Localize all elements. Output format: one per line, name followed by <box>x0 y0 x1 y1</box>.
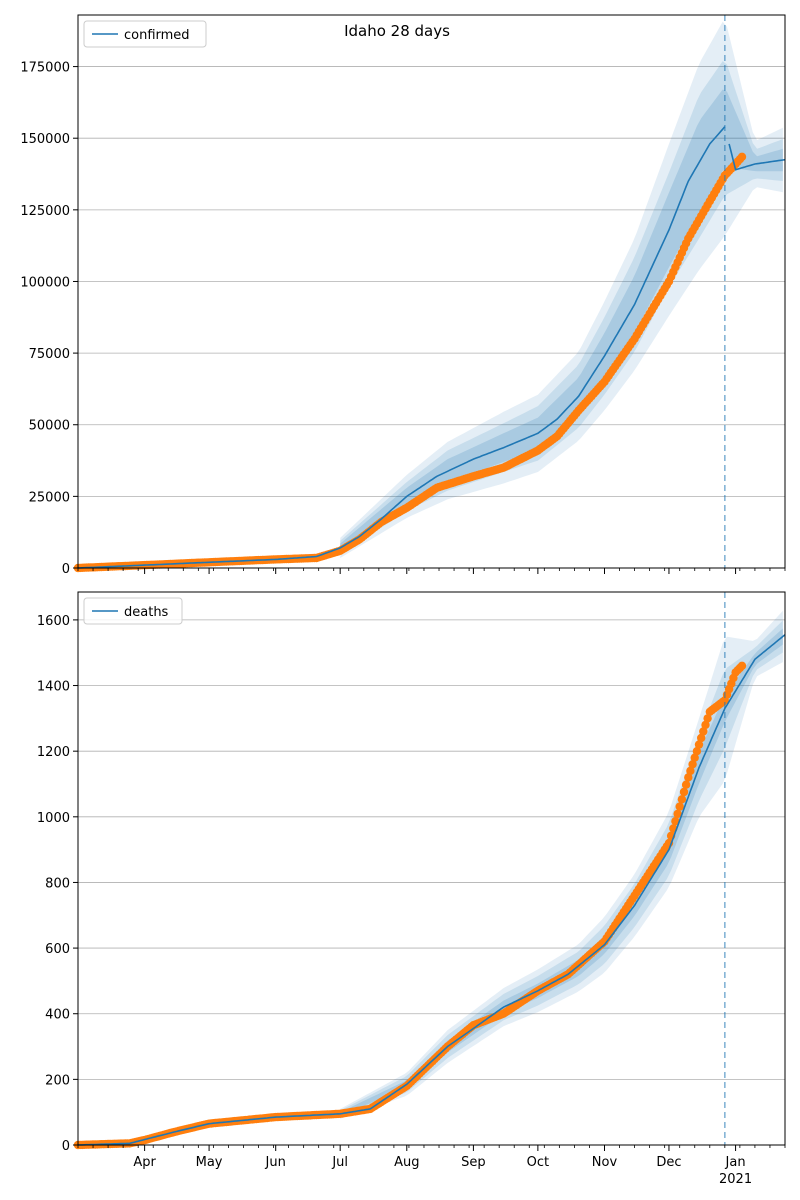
observed-point <box>681 780 691 789</box>
outer-band <box>340 21 783 558</box>
legend-label: confirmed <box>124 28 190 43</box>
confirmed-legend: confirmed <box>83 20 207 48</box>
y-tick-label: 1400 <box>37 680 70 695</box>
y-tick-label: 800 <box>45 876 70 891</box>
confirmed-x-axis <box>77 568 786 574</box>
observed-point <box>703 714 712 723</box>
observed-point <box>675 802 684 811</box>
x-tick-label: Nov <box>592 1155 618 1170</box>
observed-point <box>677 795 687 804</box>
y-tick-label: 75000 <box>29 347 70 362</box>
observed-point <box>671 817 680 826</box>
x-tick-label: Aug <box>394 1155 419 1170</box>
y-tick-label: 200 <box>45 1073 70 1088</box>
observed-point <box>697 733 706 743</box>
y-tick-label: 0 <box>62 1139 70 1154</box>
y-tick-label: 600 <box>45 942 70 957</box>
confirmed-uncertainty-bands <box>340 21 783 558</box>
observed-point <box>699 727 708 736</box>
observed-point <box>692 747 702 756</box>
confirmed-panel: 0 25000 50000 75000 100000 125000 150000 175000… <box>20 14 786 577</box>
x-tick-label: May <box>196 1155 223 1170</box>
observed-point <box>673 809 682 819</box>
model-line <box>77 634 786 1146</box>
deaths-axes-frame <box>77 591 786 1146</box>
observed-point <box>688 760 697 769</box>
deaths-gridlines <box>78 619 785 1080</box>
y-tick-label: 100000 <box>20 275 70 290</box>
observed-point <box>737 152 747 161</box>
x-tick-label: Dec <box>656 1155 681 1170</box>
deaths-uncertainty-bands <box>340 610 783 1119</box>
observed-point <box>690 753 699 762</box>
observed-point <box>737 661 747 670</box>
inner-band <box>340 628 783 1116</box>
observed-point <box>694 740 704 749</box>
x-tick-label: Jul <box>331 1155 348 1170</box>
legend-label: deaths <box>124 605 169 620</box>
legend-box <box>83 597 183 625</box>
deaths-y-axis: 0 200 400 600 800 1000 1200 1400 1600 <box>37 614 78 1154</box>
y-tick-label: 25000 <box>29 490 70 505</box>
confirmed-gridlines <box>78 66 785 497</box>
model-line-fit <box>77 126 726 569</box>
confirmed-y-axis: 0 25000 50000 75000 100000 125000 150000 175000 <box>20 61 78 577</box>
x-tick-label: Apr <box>133 1155 156 1170</box>
x-tick-label: Sep <box>461 1155 486 1170</box>
outer-band <box>340 610 783 1119</box>
confirmed-observed-points <box>73 152 747 573</box>
x-tick-label: Jan <box>725 1155 746 1170</box>
deaths-panel: 0 200 400 600 800 1000 1200 1400 1600 Apr May Jun J… <box>37 591 786 1187</box>
y-tick-label: 150000 <box>20 132 70 147</box>
middle-band <box>340 620 783 1118</box>
observed-point <box>686 766 695 776</box>
y-tick-label: 0 <box>62 562 70 577</box>
y-tick-label: 1000 <box>37 811 70 826</box>
y-tick-label: 1200 <box>37 745 70 760</box>
chart-title: Idaho 28 days <box>344 22 450 40</box>
inner-band <box>340 89 783 553</box>
y-tick-label: 175000 <box>20 61 70 76</box>
observed-point <box>684 773 693 782</box>
legend-box <box>83 20 207 48</box>
x-tick-label: Jun <box>265 1155 286 1170</box>
x-year-label: 2021 <box>719 1172 752 1187</box>
confirmed-axes-frame <box>77 14 786 569</box>
model-line-forecast <box>728 143 786 171</box>
middle-band <box>340 61 783 556</box>
y-tick-label: 1600 <box>37 614 70 629</box>
x-tick-label: Oct <box>527 1155 549 1170</box>
y-tick-label: 125000 <box>20 204 70 219</box>
y-tick-label: 50000 <box>29 419 70 434</box>
deaths-legend: deaths <box>83 597 183 625</box>
confirmed-model-line <box>77 126 786 569</box>
deaths-x-axis: Apr May Jun Jul Aug Sep Oct Nov Dec Jan 2021 <box>77 1145 786 1187</box>
observed-point <box>679 787 689 797</box>
y-tick-label: 400 <box>45 1008 70 1023</box>
deaths-model-line <box>77 634 786 1146</box>
observed-point <box>701 720 710 730</box>
